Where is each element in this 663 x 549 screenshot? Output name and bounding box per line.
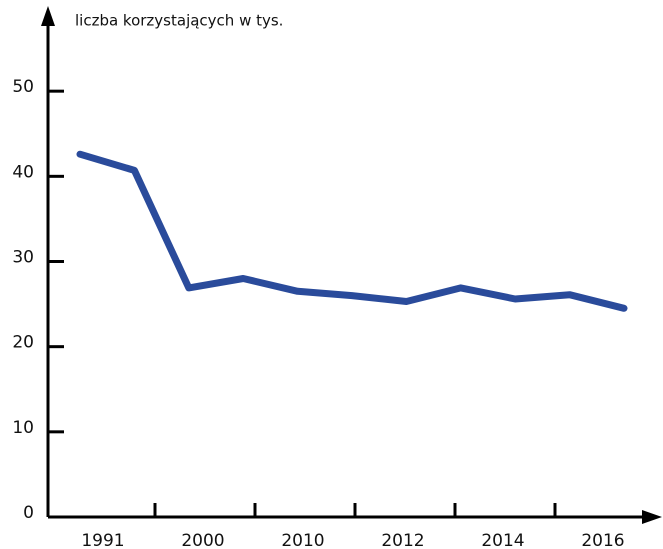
x-tick-label: 2012 — [381, 531, 424, 549]
x-tick-label: 2014 — [481, 531, 524, 549]
y-tick-label: 20 — [12, 333, 34, 353]
data-line — [76, 150, 628, 312]
x-tick-label: 1991 — [81, 531, 124, 549]
x-tick-label: 2016 — [581, 531, 624, 549]
y-axis-arrow — [41, 6, 55, 26]
y-tick-label: 50 — [12, 77, 34, 97]
x-tick-label: 2010 — [281, 531, 324, 549]
y-tick-label: 30 — [12, 248, 34, 268]
x-axis-arrow — [642, 510, 662, 524]
y-axis-label: liczba korzystających w tys. — [75, 12, 283, 30]
y-tick-label: 0 — [23, 503, 34, 523]
x-tick-label: 2000 — [181, 531, 224, 549]
y-tick-label: 40 — [12, 162, 34, 182]
y-tick-label: 10 — [12, 418, 34, 438]
